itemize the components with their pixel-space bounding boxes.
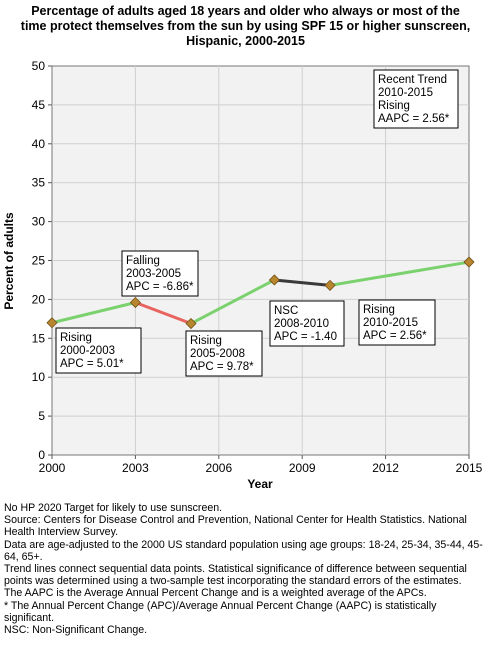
chart-title-line: time protect themselves from the sun by … bbox=[20, 19, 471, 33]
y-tick-label: 15 bbox=[32, 331, 46, 345]
line-chart: 0 5 10 15 20 25 30 35 40 45 50 2000 2003 2006 2009 2012… bbox=[2, 59, 483, 491]
chart-title-line: Percentage of adults aged 18 years and o… bbox=[31, 4, 460, 18]
footnote-age-adjustment: Data are age-adjusted to the 2000 US sta… bbox=[4, 538, 483, 563]
y-tick-label: 0 bbox=[38, 448, 45, 462]
data-point-marker bbox=[185, 317, 197, 330]
y-tick-label: 50 bbox=[32, 59, 46, 73]
annotation-frame bbox=[358, 299, 436, 346]
data-point-marker bbox=[129, 296, 141, 309]
x-tick-label: 2000 bbox=[39, 461, 66, 475]
annotation-text: 2005-2008 bbox=[190, 348, 245, 360]
data-markers bbox=[46, 256, 475, 330]
y-tick-label: 35 bbox=[32, 176, 46, 190]
y-tick-label: 40 bbox=[32, 137, 46, 151]
x-tick-label: 2006 bbox=[205, 461, 232, 475]
annotation-text: Rising bbox=[363, 304, 395, 316]
chart-title: Percentage of adults aged 18 years and o… bbox=[0, 4, 491, 49]
chart-title-line: Hispanic, 2000-2015 bbox=[186, 34, 305, 48]
annotation-text: 2010-2015 bbox=[378, 87, 433, 99]
x-axis-label: Year bbox=[247, 477, 273, 491]
annotation-text: 2010-2015 bbox=[363, 317, 418, 329]
footnote-significance: * The Annual Percent Change (APC)/Averag… bbox=[4, 599, 437, 624]
data-point-marker bbox=[268, 274, 280, 286]
annotation-text: APC = -6.86* bbox=[126, 281, 194, 293]
y-tick-label: 20 bbox=[32, 292, 46, 306]
y-tick-label: 10 bbox=[32, 370, 46, 384]
annotation-frame bbox=[373, 69, 459, 129]
annotation-text: APC = -1.40 bbox=[274, 331, 337, 343]
footnote-aapc: The AAPC is the Average Annual Percent C… bbox=[4, 587, 427, 600]
footnote-nsc: NSC: Non-Significant Change. bbox=[4, 624, 148, 637]
footnote-hp2020: No HP 2020 Target for likely to use suns… bbox=[4, 502, 223, 514]
y-tick-label: 5 bbox=[38, 409, 45, 423]
trend-segment-falling bbox=[133, 301, 193, 326]
y-tick-label: 30 bbox=[32, 215, 46, 229]
trend-segment-rising bbox=[50, 301, 137, 325]
annotation-frame bbox=[185, 330, 263, 377]
footnote-source: Source: Centers for Disease Control and … bbox=[4, 514, 467, 539]
trend-segment-rising bbox=[328, 260, 471, 287]
x-tick-label: 2012 bbox=[372, 461, 399, 475]
y-axis-label: Percent of adults bbox=[2, 212, 16, 310]
annotation-text: Rising bbox=[190, 335, 222, 347]
annotation-text: AAPC = 2.56* bbox=[378, 113, 450, 125]
annotation-text: 2000-2003 bbox=[60, 345, 115, 357]
axes: 0 5 10 15 20 25 30 35 40 45 50 2000 2003 2006 2009 2012… bbox=[32, 59, 483, 475]
annotation-text: APC = 2.56* bbox=[363, 330, 427, 342]
annotation-frame bbox=[55, 327, 142, 374]
footnotes: No HP 2020 Target for likely to use suns… bbox=[4, 502, 488, 636]
annotation-text: 2003-2005 bbox=[126, 268, 181, 280]
annotation-text: Rising bbox=[60, 332, 92, 344]
data-point-marker bbox=[46, 317, 58, 329]
data-point-marker bbox=[463, 256, 475, 268]
annotation-text: Recent Trend bbox=[378, 74, 447, 86]
annotation-text: APC = 9.78* bbox=[190, 361, 254, 373]
annotation-text: APC = 5.01* bbox=[60, 358, 124, 370]
x-tick-label: 2009 bbox=[289, 461, 316, 475]
data-point-marker bbox=[324, 279, 336, 291]
trend-segment-rising bbox=[189, 278, 276, 326]
footnote-trend-lines: Trend lines connect sequential data poin… bbox=[4, 563, 467, 588]
annotation-text: Falling bbox=[126, 255, 160, 267]
trend-segment-nsc bbox=[272, 278, 332, 287]
y-tick-label: 25 bbox=[32, 254, 46, 268]
annotation-text: 2008-2010 bbox=[274, 318, 329, 330]
x-tick-label: 2003 bbox=[122, 461, 149, 475]
annotation-frame bbox=[269, 300, 345, 347]
annotation-frame bbox=[121, 250, 199, 297]
x-tick-label: 2015 bbox=[456, 461, 483, 475]
annotation-text: NSC bbox=[274, 305, 298, 317]
annotation-text: Rising bbox=[378, 100, 410, 112]
y-tick-label: 45 bbox=[32, 98, 46, 112]
trend-lines bbox=[50, 260, 471, 326]
